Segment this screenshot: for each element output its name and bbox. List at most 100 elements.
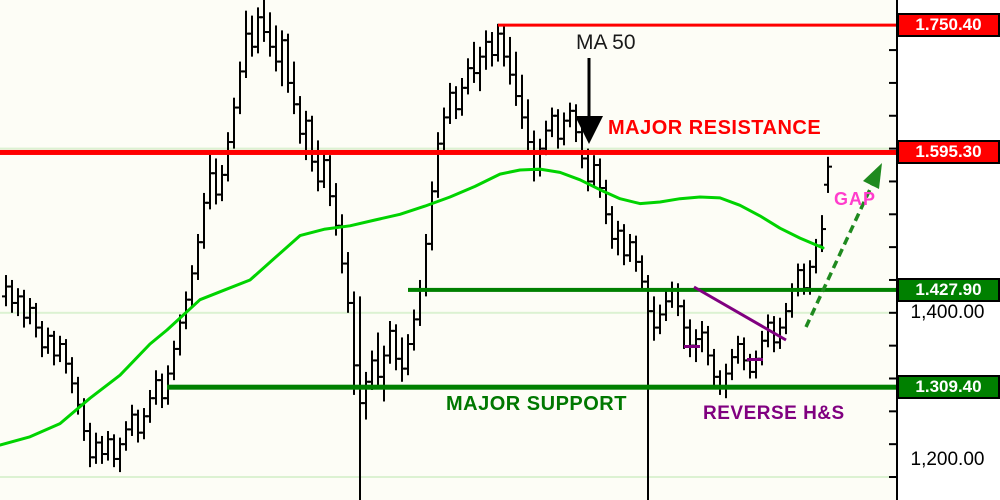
ma50-line — [0, 167, 825, 447]
ohlc-bar — [86, 430, 89, 433]
ohlc-bar — [689, 319, 691, 358]
ohlc-bar — [572, 109, 575, 112]
ohlc-bar — [404, 367, 407, 370]
ohlc-bar — [473, 41, 475, 83]
ohlc-bar — [296, 103, 299, 106]
ohlc-bar — [716, 375, 719, 378]
axis-tick — [889, 410, 896, 413]
ohlc-bar — [797, 263, 799, 297]
ohlc-bar — [131, 404, 133, 436]
ohlc-bar — [239, 61, 241, 115]
ohlc-bar — [20, 295, 23, 298]
ohlc-bar — [215, 158, 217, 205]
ohlc-bar — [641, 255, 643, 292]
ohlc-bar — [734, 356, 737, 359]
ohlc-bar — [575, 104, 577, 143]
ohlc-bar — [224, 173, 227, 176]
ohlc-bar — [194, 272, 197, 275]
ohlc-bar — [548, 129, 551, 132]
ohlc-bar — [533, 130, 535, 182]
ohlc-bar — [320, 180, 323, 183]
grid-line — [0, 476, 897, 479]
ohlc-bar — [47, 327, 49, 354]
ohlc-bar — [53, 330, 55, 366]
ohlc-bar — [596, 164, 599, 167]
ohlc-bar — [509, 36, 511, 85]
ohlc-bar — [8, 285, 11, 288]
ohlc-bar — [269, 12, 271, 57]
gap-arrow-head — [863, 163, 882, 189]
axis-tick — [889, 476, 896, 479]
ohlc-bar — [263, 0, 265, 42]
ohlc-bar — [467, 58, 469, 95]
ohlc-bar — [92, 456, 95, 459]
ohlc-bar — [770, 321, 773, 324]
ohlc-bar — [197, 233, 199, 280]
ohlc-bar — [629, 233, 631, 262]
ohlc-bar — [824, 183, 827, 186]
ohlc-bar — [578, 131, 581, 134]
ohlc-bar — [182, 321, 185, 324]
ohlc-bar — [446, 116, 449, 119]
ohlc-bar — [251, 15, 253, 57]
ohlc-bar — [11, 279, 13, 313]
ohlc-bar — [584, 157, 587, 160]
ohlc-bar — [107, 431, 109, 461]
ohlc-bar — [812, 265, 815, 268]
ohlc-bar — [149, 389, 151, 423]
ohlc-bar — [74, 382, 77, 385]
ohlc-bar — [518, 95, 521, 98]
ohlc-bar — [344, 262, 347, 265]
ohlc-bar — [14, 301, 17, 304]
ohlc-bar — [608, 213, 611, 216]
ohlc-bar — [377, 332, 379, 389]
ohlc-bar — [317, 140, 319, 192]
ohlc-bar — [653, 296, 655, 341]
ohlc-bar — [437, 132, 439, 198]
ohlc-bar — [236, 106, 239, 109]
ohlc-bar — [671, 281, 673, 308]
ohlc-bar — [116, 457, 119, 460]
ohlc-bar — [89, 422, 91, 468]
axis-tick — [889, 246, 896, 249]
ohlc-bar — [38, 326, 41, 329]
ohlc-bar — [158, 379, 161, 382]
ohlc-bar — [785, 302, 787, 335]
ohlc-bar — [431, 181, 433, 251]
ohlc-bar — [803, 263, 805, 295]
ohlc-bar — [515, 51, 517, 106]
ohlc-bar — [530, 141, 533, 144]
ohlc-bar — [680, 305, 683, 308]
ohlc-bar — [710, 354, 713, 357]
major-support-line — [167, 384, 897, 390]
ohlc-bar — [98, 441, 101, 444]
ohlc-bar — [188, 298, 191, 301]
axis-tick — [889, 311, 896, 314]
ohlc-bar — [563, 112, 565, 146]
ohlc-bar — [332, 195, 335, 198]
ohlc-bar — [452, 91, 455, 94]
ohlc-bar — [725, 363, 727, 399]
ohlc-bar — [110, 438, 113, 441]
price-axis-line — [896, 0, 898, 500]
ohlc-bar — [823, 228, 826, 231]
ohlc-bar — [704, 331, 707, 334]
ohlc-bar — [41, 321, 43, 358]
ohlc-bar — [134, 413, 137, 416]
ohlc-bar — [176, 347, 179, 350]
ohlc-bar — [299, 96, 301, 144]
ohlc-bar — [458, 108, 461, 111]
axis-tick — [889, 213, 896, 216]
ohlc-bar — [305, 110, 307, 161]
ohlc-bar — [419, 279, 421, 326]
axis-tick — [889, 344, 896, 347]
ohlc-bar — [113, 434, 115, 468]
axis-tick — [889, 443, 896, 446]
ohlc-bar — [23, 289, 25, 328]
ohlc-bar — [659, 304, 661, 335]
ohlc-bar — [50, 334, 53, 337]
ohlc-bar — [494, 54, 497, 57]
ohlc-bar — [314, 160, 317, 163]
ohlc-bar — [731, 348, 733, 381]
ohlc-bar — [635, 235, 637, 272]
